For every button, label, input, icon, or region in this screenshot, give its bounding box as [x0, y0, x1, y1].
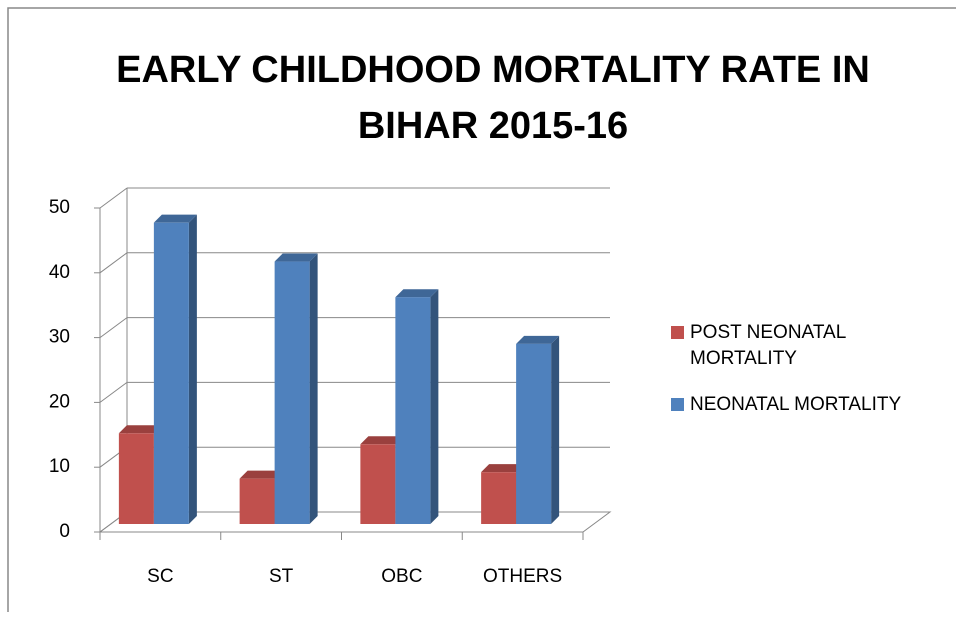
frame: [7, 7, 956, 612]
legend-key: [671, 326, 684, 339]
bar-side: [309, 253, 318, 524]
bar-top: [239, 470, 283, 479]
chart-title: EARLY CHILDHOOD MORTALITY RATE IN BIHAR …: [116, 49, 870, 147]
y-tick-label: 30: [49, 327, 70, 348]
x-tick-label: ST: [269, 566, 294, 587]
x-tick-label: OTHERS: [483, 566, 562, 587]
legend-label: NEONATAL MORTALITY: [690, 394, 902, 415]
bar: [395, 297, 431, 524]
bar-side: [551, 335, 560, 524]
y-tick-label: 50: [49, 197, 70, 218]
grid-line-side: [99, 381, 128, 403]
bar-side: [430, 289, 439, 524]
y-tick-label: 20: [49, 391, 70, 412]
grid-line-side: [99, 187, 128, 209]
legend-label: POST NEONATAL MORTALITY: [690, 322, 846, 369]
bar-top: [481, 464, 525, 473]
bar: [481, 472, 517, 524]
bar-top: [516, 335, 560, 344]
bar: [153, 222, 189, 524]
y-tick-label: 10: [49, 456, 70, 477]
bar-top: [360, 436, 404, 445]
x-tick-label: SC: [147, 566, 173, 587]
y-tick-label: 0: [59, 521, 70, 542]
grid-line-side: [99, 252, 128, 274]
y-tick-label: 40: [49, 262, 70, 283]
bar: [360, 444, 396, 524]
bar: [274, 261, 310, 524]
bar-side: [188, 214, 197, 524]
bar-top: [118, 425, 162, 434]
grid-line-side: [99, 317, 128, 339]
bar: [239, 478, 275, 524]
bar: [516, 343, 552, 524]
x-tick-label: OBC: [381, 566, 422, 587]
legend-key: [671, 398, 684, 411]
bar-top: [395, 289, 439, 298]
bar-top: [153, 214, 197, 223]
bar: [118, 433, 154, 524]
bar-top: [274, 253, 318, 262]
